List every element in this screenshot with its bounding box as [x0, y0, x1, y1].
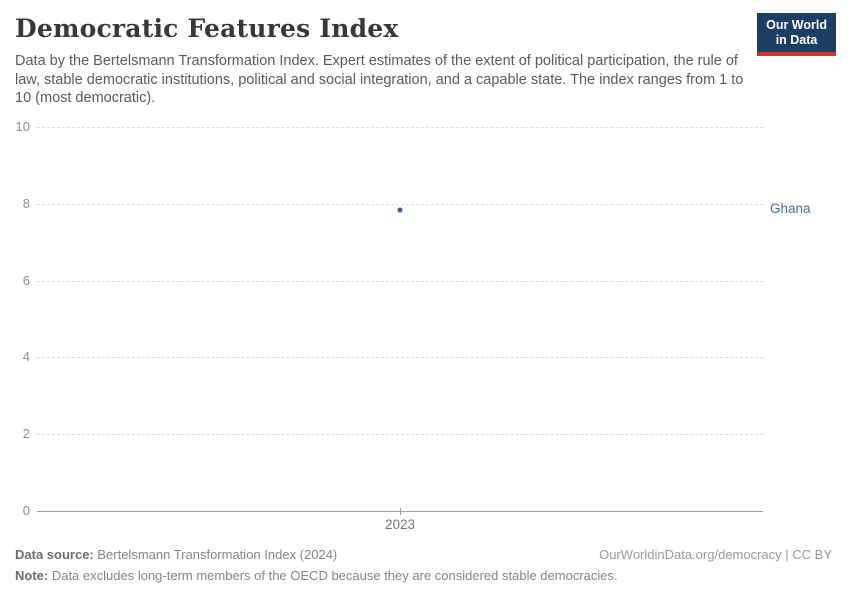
footer-credit-link[interactable]: OurWorldinData.org/democracy | CC BY — [599, 547, 832, 562]
gridline-y-6 — [37, 280, 763, 282]
gridline-y-4 — [37, 357, 763, 359]
footer-data-source: Data source: Bertelsmann Transformation … — [15, 547, 337, 562]
chart-subtitle: Data by the Bertelsmann Transformation I… — [15, 53, 744, 106]
data-point-ghana[interactable] — [397, 207, 403, 213]
data-source-label: Data source: — [15, 547, 94, 562]
gridline-y-10 — [37, 127, 763, 128]
y-axis-tick-label-8: 8 — [22, 195, 30, 211]
data-source-value: Bertelsmann Transformation Index (2024) — [93, 547, 338, 562]
owid-logo-line2: in Data — [775, 33, 818, 47]
y-axis-tick-label-0: 0 — [22, 503, 30, 518]
y-axis-tick-label-2: 2 — [22, 426, 30, 442]
owid-logo[interactable]: Our World in Data — [757, 13, 836, 56]
x-axis-tick-label-2023: 2023 — [384, 517, 416, 532]
chart-title: Democratic Features Index — [15, 14, 399, 43]
x-axis-tick-mark-2023 — [400, 508, 401, 515]
note-label: Note: — [15, 568, 49, 583]
footer-note: Note: Data excludes long-term members of… — [15, 568, 618, 583]
note-value: Data excludes long-term members of the O… — [48, 568, 618, 583]
entity-label-ghana[interactable]: Ghana — [770, 200, 811, 216]
y-axis-tick-label-6: 6 — [22, 272, 30, 288]
owid-logo-line1: Our World — [766, 18, 827, 32]
gridline-y-2 — [37, 434, 763, 436]
gridline-y-8 — [37, 203, 763, 205]
plot-area: 0 2 4 6 8 10 2023 Ghana — [16, 119, 811, 532]
y-axis-tick-label-10: 10 — [15, 119, 30, 134]
y-axis-tick-label-4: 4 — [22, 349, 30, 365]
